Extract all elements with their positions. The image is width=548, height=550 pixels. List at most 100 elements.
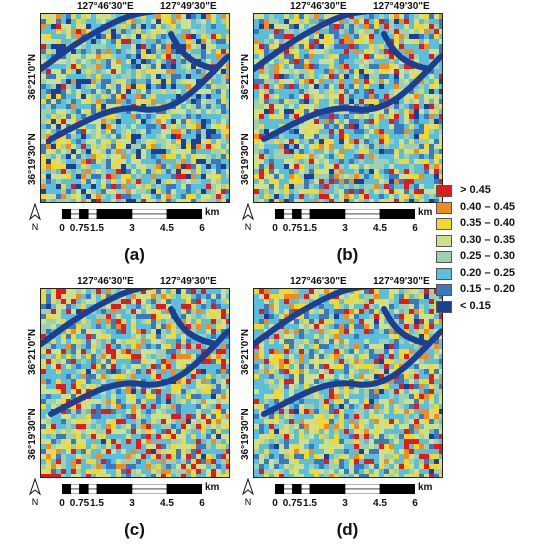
latitude-label: 36°19'30"N: [240, 133, 251, 185]
latitude-label: 36°19'30"N: [27, 133, 38, 185]
scale-tick-label: 0.75: [282, 498, 303, 509]
river-channel: [48, 53, 229, 142]
legend-label: 0.25 – 0.30: [460, 250, 516, 262]
north-arrow-icon: N: [28, 478, 42, 506]
river-channel: [381, 31, 432, 72]
longitude-label: 127°49'30"E: [373, 276, 430, 287]
scale-tick-label: 0.75: [69, 498, 90, 509]
latitude-label: 36°21'0"N: [240, 328, 251, 375]
scale-tick-label: 6: [412, 498, 418, 509]
north-label: N: [245, 497, 252, 506]
scale-unit: km: [418, 207, 433, 218]
raster-map-image: [41, 289, 229, 477]
panel-label: (c): [124, 520, 145, 539]
scale-tick-label: 4.5: [373, 223, 387, 234]
river-channel: [254, 14, 369, 72]
scale-tick-label: 3: [342, 223, 348, 234]
map-raster: [40, 288, 230, 478]
scale-bar: [275, 484, 415, 494]
longitude-label: 127°46'30"E: [77, 1, 134, 12]
legend-item: 0.30 – 0.35: [436, 233, 546, 250]
scale-unit: km: [205, 207, 220, 218]
river-channel: [168, 306, 219, 347]
panel-label: (b): [336, 245, 359, 264]
legend-swatch: [436, 251, 452, 263]
legend-swatch: [436, 185, 452, 197]
scale-bar: [275, 209, 415, 219]
legend-item: 0.35 – 0.40: [436, 216, 546, 233]
scale-tick-label: 1.5: [90, 498, 104, 509]
scale-tick-label: 1.5: [303, 498, 317, 509]
scale-tick-label: 1.5: [90, 223, 104, 234]
legend-label: 0.15 – 0.20: [460, 283, 516, 295]
legend-item: 0.40 – 0.45: [436, 200, 546, 217]
north-label: N: [32, 222, 39, 231]
map-raster: [40, 13, 230, 203]
river-channel: [381, 306, 432, 347]
legend-label: 0.30 – 0.35: [460, 233, 516, 246]
legend-label: 0.35 – 0.40: [460, 217, 516, 229]
panel-label: (d): [336, 520, 359, 539]
map-panel-a: 127°46'30"E 127°49'30"E 36°21'0"N 36°19'30"…: [22, 0, 247, 265]
north-label: N: [245, 222, 252, 231]
river-channel: [254, 289, 369, 347]
legend-item: > 0.45: [436, 183, 546, 200]
river-channel: [48, 328, 229, 417]
north-arrow-icon: N: [241, 203, 255, 231]
longitude-label: 127°46'30"E: [290, 1, 347, 12]
legend-swatch: [436, 267, 452, 280]
scale-tick-label: 0: [59, 223, 65, 234]
scale-tick-label: 0.75: [69, 223, 90, 234]
scale-tick-label: 4.5: [373, 498, 387, 509]
river-channel: [41, 14, 156, 72]
legend-swatch: [436, 218, 452, 230]
raster-map-image: [41, 14, 229, 202]
scale-tick-label: 3: [129, 223, 135, 234]
river-channel: [41, 289, 156, 347]
longitude-label: 127°49'30"E: [160, 276, 217, 287]
legend-item: < 0.15: [436, 299, 546, 316]
legend-swatch: [436, 284, 452, 296]
legend: > 0.45 0.40 – 0.45 0.35 – 0.40 0.30 – 0.35 0…: [436, 183, 546, 315]
legend-swatch: [436, 201, 452, 214]
legend-item: 0.20 – 0.25: [436, 266, 546, 283]
scale-tick-label: 4.5: [160, 223, 174, 234]
longitude-label: 127°46'30"E: [77, 276, 134, 287]
scale-tick-label: 3: [129, 498, 135, 509]
map-raster: [253, 288, 443, 478]
legend-label: > 0.45: [460, 184, 491, 196]
legend-swatch: [436, 234, 452, 247]
north-label: N: [32, 497, 39, 506]
scale-tick-label: 0: [272, 223, 278, 234]
raster-map-image: [254, 14, 442, 202]
panel-label: (a): [124, 245, 145, 264]
map-raster: [253, 13, 443, 203]
map-panel-c: 127°46'30"E 127°49'30"E 36°21'0"N 36°19'30"…: [22, 275, 247, 540]
legend-item: 0.15 – 0.20: [436, 282, 546, 299]
legend-label: < 0.15: [460, 299, 491, 312]
scale-bar: [62, 209, 202, 219]
scale-bar: [62, 484, 202, 494]
scale-tick-label: 6: [412, 223, 418, 234]
scale-tick-label: 0: [272, 498, 278, 509]
scale-tick-label: 0.75: [282, 223, 303, 234]
scale-tick-label: 6: [199, 498, 205, 509]
longitude-label: 127°49'30"E: [160, 1, 217, 12]
scale-unit: km: [418, 482, 433, 493]
latitude-label: 36°19'30"N: [240, 408, 251, 460]
map-panel-b: 127°46'30"E 127°49'30"E 36°21'0"N 36°19'30"…: [235, 0, 460, 265]
north-arrow-icon: N: [241, 478, 255, 506]
latitude-label: 36°21'0"N: [240, 53, 251, 100]
scale-tick-label: 0: [59, 498, 65, 509]
raster-map-image: [254, 289, 442, 477]
latitude-label: 36°21'0"N: [27, 53, 38, 100]
map-panel-d: 127°46'30"E 127°49'30"E 36°21'0"N 36°19'30"…: [235, 275, 460, 540]
longitude-label: 127°49'30"E: [373, 1, 430, 12]
scale-unit: km: [205, 482, 220, 493]
river-channel: [168, 31, 219, 72]
river-channel: [261, 328, 442, 417]
latitude-label: 36°21'0"N: [27, 328, 38, 375]
latitude-label: 36°19'30"N: [27, 408, 38, 460]
river-channel: [261, 53, 442, 142]
legend-label: 0.40 – 0.45: [460, 200, 516, 213]
